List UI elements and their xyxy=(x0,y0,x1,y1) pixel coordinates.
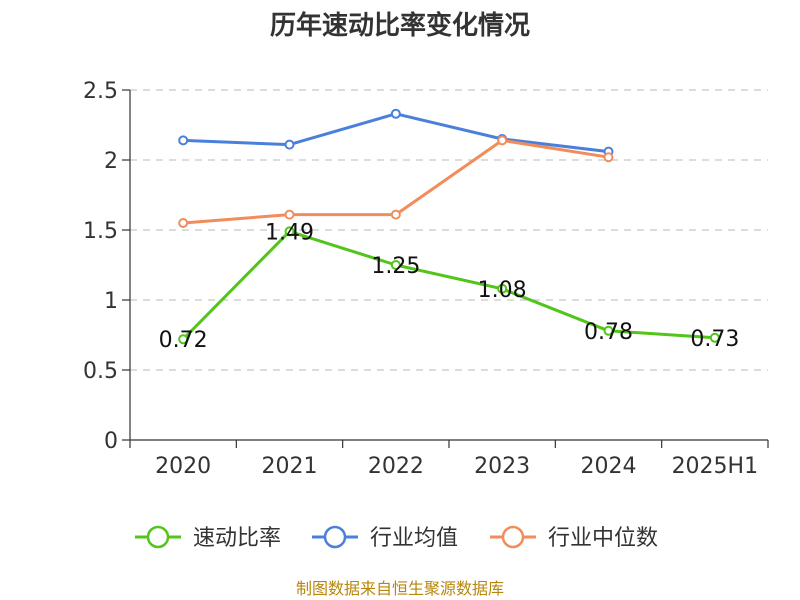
data-label: 0.78 xyxy=(584,320,633,345)
y-tick-label: 1 xyxy=(104,289,118,314)
legend[interactable]: 速动比率 行业均值 行业中位数 xyxy=(135,525,658,551)
y-axis: 0 0.5 1 1.5 2 2.5 xyxy=(83,79,131,454)
series-layer xyxy=(178,108,720,345)
data-point[interactable] xyxy=(178,334,189,345)
legend-marker xyxy=(146,525,170,549)
x-tick-label: 2021 xyxy=(262,454,318,479)
y-tick-label: 2.5 xyxy=(83,79,118,104)
data-label: 0.72 xyxy=(159,328,208,353)
legend-item-2[interactable]: 行业中位数 xyxy=(490,525,658,551)
legend-label: 行业中位数 xyxy=(548,526,658,551)
data-label: 1.25 xyxy=(371,254,420,279)
data-point[interactable] xyxy=(178,218,189,228)
legend-marker xyxy=(323,525,347,549)
y-tick-label: 0.5 xyxy=(83,359,118,384)
data-label: 1.49 xyxy=(265,220,314,245)
source-note: 制图数据来自恒生聚源数据库 xyxy=(296,579,504,598)
data-label: 1.08 xyxy=(478,278,527,303)
data-label: 0.73 xyxy=(690,327,739,352)
data-point[interactable] xyxy=(284,139,295,150)
data-point[interactable] xyxy=(709,332,720,343)
y-tick-label: 2 xyxy=(104,149,118,174)
data-point[interactable] xyxy=(390,209,401,220)
x-tick-label: 2024 xyxy=(581,454,637,479)
data-point[interactable] xyxy=(284,226,295,237)
data-point[interactable] xyxy=(603,152,614,163)
data-point[interactable] xyxy=(603,325,614,336)
legend-item-0[interactable]: 速动比率 xyxy=(135,525,281,551)
y-tick-label: 1.5 xyxy=(83,219,118,244)
x-axis: 2020 2021 2022 2023 2024 2025H1 xyxy=(129,439,769,479)
data-point[interactable] xyxy=(497,135,508,146)
data-point[interactable] xyxy=(284,209,295,220)
data-point[interactable] xyxy=(390,260,401,270)
data-point[interactable] xyxy=(390,108,401,119)
data-labels: 0.72 1.49 1.25 1.08 0.78 0.73 xyxy=(159,220,740,353)
gridlines xyxy=(130,89,768,371)
legend-label: 行业均值 xyxy=(370,526,458,551)
chart-title: 历年速动比率变化情况 xyxy=(270,10,530,41)
legend-label: 速动比率 xyxy=(193,526,281,551)
x-tick-label: 2022 xyxy=(368,454,424,479)
legend-marker xyxy=(501,525,525,549)
x-tick-label: 2023 xyxy=(474,454,530,479)
legend-item-1[interactable]: 行业均值 xyxy=(312,525,458,551)
series-line-0 xyxy=(182,229,715,341)
data-point[interactable] xyxy=(178,135,189,146)
x-tick-label: 2025H1 xyxy=(672,454,759,479)
x-tick-label: 2020 xyxy=(155,454,211,479)
data-point[interactable] xyxy=(497,283,508,294)
y-tick-label: 0 xyxy=(104,429,118,454)
